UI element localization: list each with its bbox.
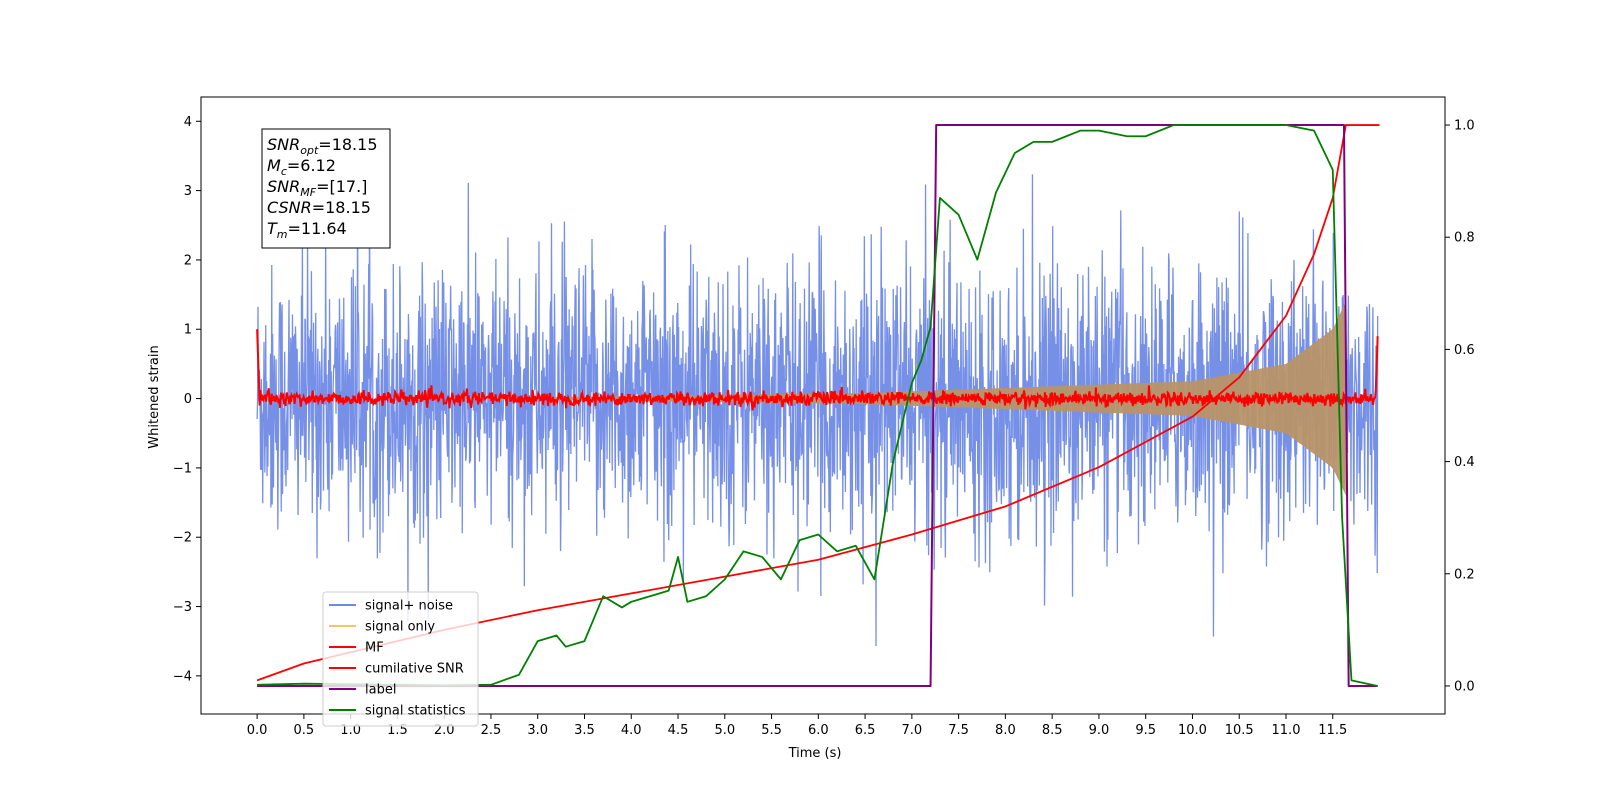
- y-tick-label: −3: [173, 600, 192, 615]
- x-tick-label: 6.5: [855, 723, 876, 738]
- y-tick-label: −2: [173, 531, 192, 546]
- x-tick-label: 6.0: [808, 723, 829, 738]
- annotation-line: Mc=6.12: [267, 156, 336, 178]
- annotation-line: CSNR=18.15: [267, 198, 371, 217]
- series-mf-line: [256, 329, 1379, 411]
- legend-label: label: [365, 683, 396, 698]
- y2-tick-label: 0.4: [1454, 455, 1475, 470]
- x-tick-label: 1.0: [340, 723, 361, 738]
- y2-tick-label: 0.2: [1454, 567, 1475, 582]
- y-axis-label: Whitened strain: [147, 345, 162, 448]
- x-tick-label: 2.5: [481, 723, 502, 738]
- x-tick-label: 9.5: [1135, 723, 1156, 738]
- annotation-line: SNRopt=18.15: [267, 135, 378, 157]
- annotation-box: SNRopt=18.15Mc=6.12SNRMF=[17.]CSNR=18.15…: [261, 128, 391, 249]
- x-tick-label: 11.0: [1272, 723, 1301, 738]
- x-tick-label: 11.5: [1318, 723, 1347, 738]
- x-axis-label: Time (s): [788, 746, 842, 761]
- y2-tick-label: 0.6: [1454, 343, 1475, 358]
- axes-frame: [200, 96, 1446, 715]
- x-tick-label: 0.0: [247, 723, 268, 738]
- x-tick-label: 9.0: [1089, 723, 1110, 738]
- x-tick-label: 4.5: [668, 723, 689, 738]
- y-tick-label: 4: [184, 115, 192, 130]
- x-tick-label: 10.0: [1178, 723, 1207, 738]
- series-signal-statistics-line: [257, 124, 1378, 687]
- x-tick-label: 2.0: [434, 723, 455, 738]
- annotation-line: SNRMF=[17.]: [267, 177, 367, 199]
- x-tick-label: 5.0: [714, 723, 735, 738]
- y-tick-label: −4: [173, 669, 192, 684]
- x-tick-label: 3.5: [574, 723, 595, 738]
- x-tick-label: 7.5: [948, 723, 969, 738]
- y-tick-label: −1: [173, 461, 192, 476]
- x-tick-label: 8.0: [995, 723, 1016, 738]
- x-tick-label: 3.0: [527, 723, 548, 738]
- y2-tick-label: 0.0: [1454, 679, 1475, 694]
- annotation-line: Tm=11.64: [267, 219, 347, 241]
- x-tick-label: 0.5: [294, 723, 315, 738]
- legend-label: signal statistics: [365, 704, 466, 719]
- legend: signal+ noise signal only MF cumilative SNR…: [322, 591, 479, 727]
- y2-tick-label: 1.0: [1454, 119, 1475, 134]
- y2-tick-label: 0.8: [1454, 231, 1475, 246]
- legend-label: signal only: [365, 620, 435, 635]
- annotation-frame: [261, 128, 391, 249]
- x-tick-label: 10.5: [1225, 723, 1254, 738]
- legend-box: [322, 591, 479, 727]
- x-tick-label: 4.0: [621, 723, 642, 738]
- x-tick-label: 1.5: [387, 723, 408, 738]
- x-tick-label: 5.5: [761, 723, 782, 738]
- y-tick-label: 2: [184, 253, 192, 268]
- legend-label: signal+ noise: [365, 599, 453, 614]
- y-tick-label: 1: [184, 323, 192, 338]
- legend-label: cumilative SNR: [365, 662, 464, 677]
- y-tick-label: 0: [184, 392, 192, 407]
- axes: 0.0 0.5 1.0 1.5 2.0 2.5 3.0 3.5 4.0 4.5 5.0 5.5 6.0 6…: [173, 96, 1475, 738]
- x-tick-label: 8.5: [1042, 723, 1063, 738]
- x-tick-label: 7.0: [902, 723, 923, 738]
- y-tick-label: 3: [184, 184, 192, 199]
- legend-label: MF: [365, 641, 384, 656]
- series-label-line: [257, 124, 1378, 687]
